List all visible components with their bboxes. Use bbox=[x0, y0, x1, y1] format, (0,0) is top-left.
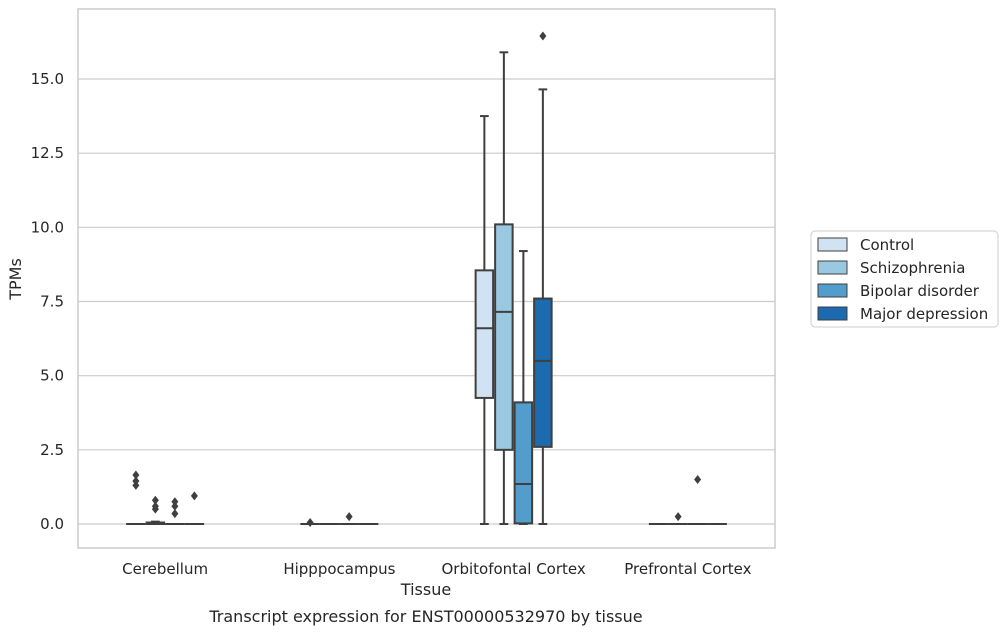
chart-caption: Transcript expression for ENST0000053297… bbox=[208, 607, 642, 626]
outlier-point bbox=[171, 497, 179, 507]
outlier-point bbox=[190, 491, 198, 501]
boxes bbox=[126, 31, 727, 528]
box-1-2 bbox=[339, 512, 359, 526]
legend-swatch bbox=[817, 283, 848, 298]
box-0-1 bbox=[145, 495, 166, 525]
box-3-1 bbox=[668, 512, 688, 526]
legend-label: Schizophrenia bbox=[860, 259, 965, 277]
y-tick-label: 12.5 bbox=[31, 144, 64, 162]
legend: Control Schizophrenia Bipolar disorder Majo… bbox=[810, 230, 999, 328]
y-tick-label: 0.0 bbox=[40, 515, 64, 533]
outlier-point bbox=[306, 518, 314, 528]
gridlines bbox=[78, 78, 775, 525]
y-axis-ticks: 0.0 2.5 5.0 7.5 10.0 12.5 15.0 bbox=[31, 70, 64, 533]
y-axis-label: TPMs bbox=[6, 258, 25, 301]
box-body bbox=[474, 269, 495, 399]
y-tick-label: 2.5 bbox=[40, 441, 64, 459]
x-axis-label: Tissue bbox=[400, 580, 451, 599]
box-0-2 bbox=[165, 497, 185, 526]
box-2-0 bbox=[474, 115, 495, 525]
legend-label: Major depression bbox=[860, 305, 988, 323]
outlier-point bbox=[694, 475, 702, 484]
legend-label: Bipolar disorder bbox=[860, 282, 980, 300]
outlier-point bbox=[151, 495, 159, 505]
outlier-point bbox=[539, 31, 547, 41]
plot-area bbox=[77, 8, 776, 549]
box-body bbox=[533, 297, 553, 448]
box-body bbox=[494, 223, 514, 451]
outlier-point bbox=[674, 512, 682, 522]
legend-swatch bbox=[817, 260, 848, 275]
x-tick-label: Orbitofontal Cortex bbox=[442, 560, 586, 578]
y-tick-label: 7.5 bbox=[40, 293, 64, 311]
y-tick-label: 5.0 bbox=[40, 367, 64, 385]
outlier-point bbox=[151, 501, 159, 511]
box-0-3 bbox=[184, 491, 205, 526]
y-tick-label: 15.0 bbox=[31, 70, 64, 88]
legend-swatch bbox=[817, 237, 848, 252]
legend-label: Control bbox=[860, 236, 914, 254]
extra-fliers bbox=[132, 470, 140, 490]
x-tick-label: Prefrontal Cortex bbox=[624, 560, 751, 578]
box-3-2 bbox=[687, 475, 708, 526]
outlier-point bbox=[132, 476, 140, 486]
box-2-3 bbox=[533, 31, 553, 525]
box-1-0 bbox=[300, 518, 320, 528]
y-tick-label: 10.0 bbox=[31, 218, 64, 236]
legend-frame bbox=[810, 230, 999, 328]
box-2-2 bbox=[513, 250, 534, 525]
outlier-point bbox=[345, 512, 353, 522]
x-tick-label: Cerebellum bbox=[122, 560, 208, 578]
box-2-1 bbox=[494, 51, 514, 525]
x-axis-ticks: Cerebellum Hipppocampus Orbitofontal Corte… bbox=[122, 560, 751, 578]
legend-swatch bbox=[817, 306, 848, 321]
outlier-point bbox=[171, 509, 179, 519]
outlier-point bbox=[132, 470, 140, 480]
box-body bbox=[513, 401, 534, 525]
x-tick-label: Hipppocampus bbox=[283, 560, 395, 578]
